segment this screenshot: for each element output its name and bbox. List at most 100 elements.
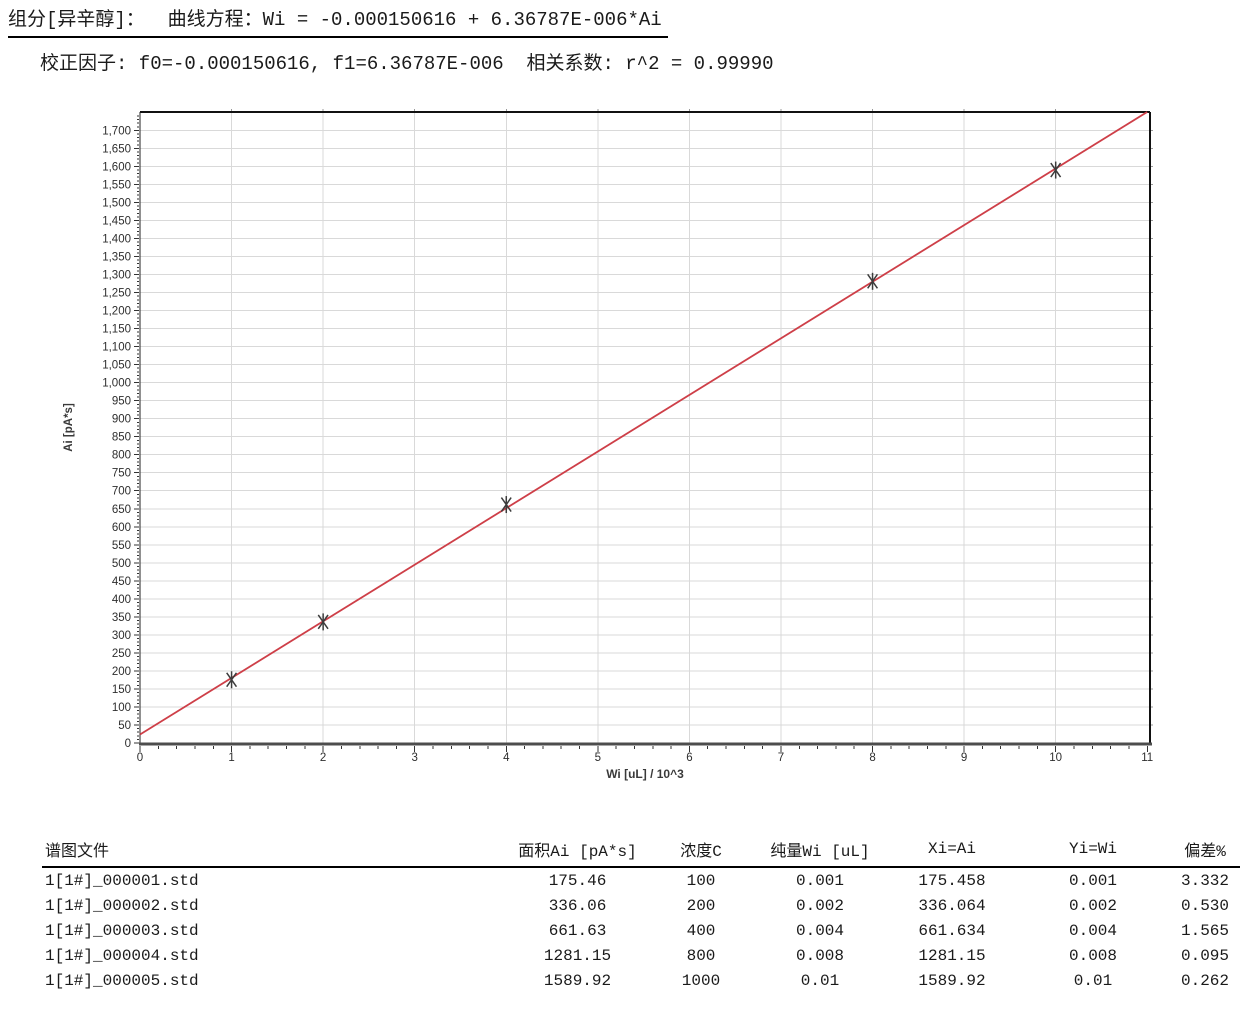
column-header-4: 纯量Wi [uL] <box>752 831 888 868</box>
svg-text:1,650: 1,650 <box>102 143 131 155</box>
svg-text:1,000: 1,000 <box>102 378 131 390</box>
svg-text:1,700: 1,700 <box>102 125 131 137</box>
svg-text:0: 0 <box>137 752 143 764</box>
table-cell: 0.262 <box>1180 972 1229 990</box>
table-cell: 0.095 <box>1180 947 1229 965</box>
svg-text:1,200: 1,200 <box>102 306 131 318</box>
column-header-3: 浓度C <box>650 831 752 868</box>
table-row: 1[1#]_000004.std 1281.15 800 0.008 1281.15 0.… <box>42 943 1240 968</box>
table-cell: 1589.92 <box>543 972 612 990</box>
table-cell: 336.06 <box>548 897 607 915</box>
svg-text:8: 8 <box>869 752 875 764</box>
calibration-table: 谱图文件 面积Ai [pA*s] 浓度C 纯量Wi [uL] Xi=Ai Yi=Wi 偏差%… <box>42 831 1240 993</box>
table-cell: 0.008 <box>795 947 844 965</box>
table-row: 1[1#]_000001.std 175.46 100 0.001 175.458 0.0… <box>42 867 1240 893</box>
svg-text:950: 950 <box>112 396 131 408</box>
svg-text:500: 500 <box>112 558 131 570</box>
table-cell: 200 <box>686 897 716 915</box>
y-axis-title: Ai [pA*s] <box>63 403 75 452</box>
svg-text:50: 50 <box>118 720 131 732</box>
x-axis-title: Wi [uL] / 10^3 <box>606 767 684 781</box>
svg-text:350: 350 <box>112 612 131 624</box>
table-cell: 175.46 <box>548 872 607 890</box>
marker-asterisk <box>867 272 879 290</box>
table-cell: 1[1#]_000003.std <box>45 922 199 940</box>
svg-text:600: 600 <box>112 522 131 534</box>
table-cell: 400 <box>686 922 716 940</box>
svg-text:700: 700 <box>112 486 131 498</box>
svg-text:5: 5 <box>595 752 601 764</box>
table-cell: 3.332 <box>1180 872 1229 890</box>
table-row: 1[1#]_000002.std 336.06 200 0.002 336.064 0.0… <box>42 893 1240 918</box>
svg-text:1,550: 1,550 <box>102 179 131 191</box>
svg-text:1,500: 1,500 <box>102 197 131 209</box>
table-cell: 1000 <box>681 972 721 990</box>
table-cell: 0.530 <box>1180 897 1229 915</box>
table-cell: 0.004 <box>795 922 844 940</box>
svg-text:300: 300 <box>112 630 131 642</box>
table-cell: 1281.15 <box>918 947 986 965</box>
svg-text:1,150: 1,150 <box>102 324 131 336</box>
table-cell: 0.01 <box>800 972 840 990</box>
svg-text:9: 9 <box>961 752 967 764</box>
table-cell: 1[1#]_000005.std <box>45 972 199 990</box>
svg-text:400: 400 <box>112 594 131 606</box>
table-cell: 336.064 <box>918 897 986 915</box>
svg-text:1,600: 1,600 <box>102 161 131 173</box>
table-cell: 800 <box>686 947 716 965</box>
column-header-6: Yi=Wi <box>1016 831 1170 868</box>
table-cell: 661.63 <box>548 922 607 940</box>
marker-asterisk <box>1050 161 1062 179</box>
svg-text:750: 750 <box>112 468 131 480</box>
calibration-curve-chart: 0 1 2 3 4 5 6 7 8 9 10 11 0 50 100 150 200 250 300 350 400 45… <box>63 109 1153 781</box>
svg-text:10: 10 <box>1049 752 1062 764</box>
table-cell: 100 <box>686 872 716 890</box>
svg-text:4: 4 <box>503 752 510 764</box>
svg-text:150: 150 <box>112 684 131 696</box>
table-cell: 1[1#]_000002.std <box>45 897 199 915</box>
svg-text:800: 800 <box>112 450 131 462</box>
svg-text:650: 650 <box>112 504 131 516</box>
table-cell: 0.01 <box>1073 972 1113 990</box>
axis-tick-labels: 0 1 2 3 4 5 6 7 8 9 10 11 0 50 100 150 200 250 300 350 400 45… <box>102 125 1153 764</box>
svg-text:200: 200 <box>112 666 131 678</box>
svg-text:7: 7 <box>778 752 784 764</box>
marker-asterisk <box>226 671 238 689</box>
fit-line <box>139 111 1148 736</box>
table-cell: 0.001 <box>1068 872 1117 890</box>
outer-edge-ticks <box>231 109 1153 726</box>
table-cell: 1.565 <box>1180 922 1229 940</box>
table-cell: 0.001 <box>795 872 844 890</box>
table-cell: 1281.15 <box>543 947 612 965</box>
calibration-factors-line: 校正因子: f0=-0.000150616, f1=6.36787E-006 相… <box>40 53 774 75</box>
svg-text:1,250: 1,250 <box>102 288 131 300</box>
table-header-row: 谱图文件 面积Ai [pA*s] 浓度C 纯量Wi [uL] Xi=Ai Yi=Wi 偏差% <box>42 831 1240 868</box>
column-header-7: 偏差% <box>1170 831 1240 868</box>
svg-text:1,100: 1,100 <box>102 342 131 354</box>
svg-text:1,400: 1,400 <box>102 233 131 245</box>
table-cell: 0.002 <box>1068 897 1117 915</box>
marker-asterisk <box>317 613 329 631</box>
axis-ticks <box>134 115 1148 752</box>
svg-text:100: 100 <box>112 702 131 714</box>
svg-text:450: 450 <box>112 576 131 588</box>
component-equation-title: 组分[异辛醇]： 曲线方程：Wi = -0.000150616 + 6.3678… <box>8 8 668 38</box>
svg-text:6: 6 <box>686 752 692 764</box>
plot-border <box>139 111 1152 746</box>
table-cell: 1[1#]_000004.std <box>45 947 199 965</box>
table-cell: 0.002 <box>795 897 844 915</box>
marker-asterisk <box>500 496 512 514</box>
column-header-1: 谱图文件 <box>42 831 505 868</box>
grid-lines <box>140 112 1150 743</box>
svg-text:850: 850 <box>112 432 131 444</box>
svg-text:550: 550 <box>112 540 131 552</box>
table-cell: 661.634 <box>918 922 986 940</box>
column-header-5: Xi=Ai <box>888 831 1016 868</box>
svg-text:0: 0 <box>125 738 131 750</box>
table-cell: 1589.92 <box>918 972 986 990</box>
table-cell: 0.004 <box>1068 922 1117 940</box>
svg-text:1,450: 1,450 <box>102 215 131 227</box>
svg-text:900: 900 <box>112 414 131 426</box>
table-cell: 175.458 <box>918 872 986 890</box>
svg-text:1,350: 1,350 <box>102 252 131 264</box>
